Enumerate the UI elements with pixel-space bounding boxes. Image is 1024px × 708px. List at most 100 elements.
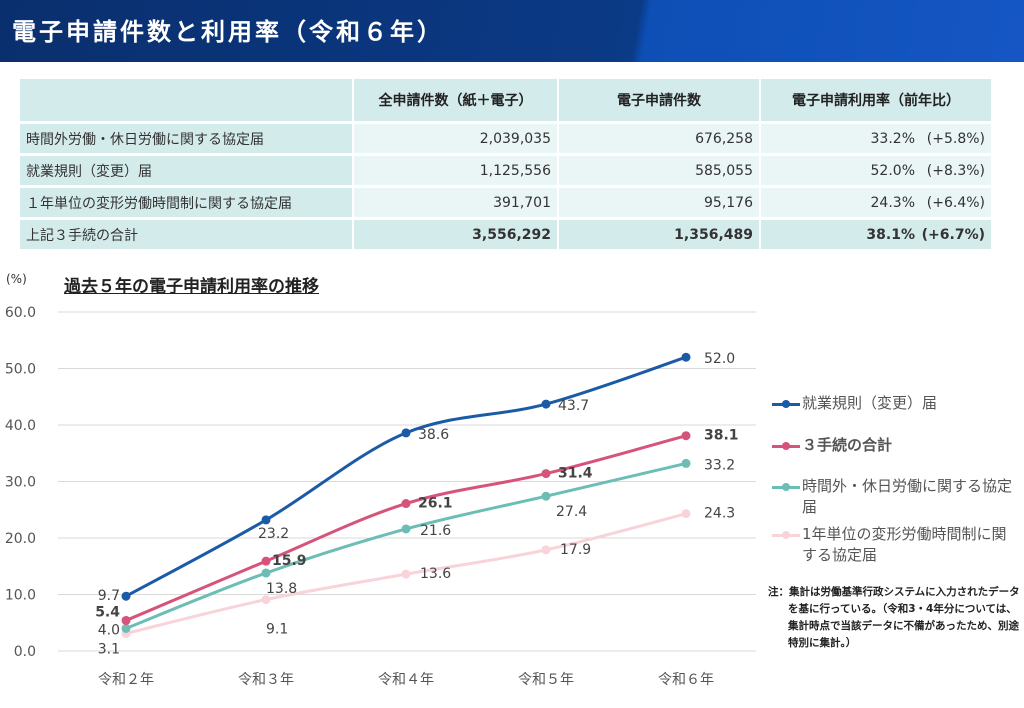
data-point: [681, 431, 691, 441]
legend-label: ３手続の合計: [802, 436, 893, 454]
data-point: [681, 509, 691, 519]
total-count: 2,039,035: [354, 124, 557, 153]
legend-swatch: [772, 400, 800, 408]
total-count: 1,125,556: [354, 156, 557, 185]
rate: 24.3%: [870, 194, 915, 211]
electronic-count: 676,258: [559, 124, 759, 153]
rate-cell: 52.0% (+8.3%): [761, 156, 991, 185]
electronic-count: 95,176: [559, 188, 759, 217]
data-point: [401, 569, 411, 579]
data-label: 9.7: [98, 588, 120, 604]
summary-table: 全申請件数（紙＋電子） 電子申請件数 電子申請利用率（前年比） 時間外労働・休日…: [18, 76, 993, 252]
rate: 33.2%: [870, 130, 915, 147]
series-line: [125, 461, 687, 630]
rate-cell: 33.2% (+5.8%): [761, 124, 991, 153]
data-label: 5.4: [95, 604, 120, 620]
data-label: 17.9: [560, 542, 591, 558]
row-label: 時間外労働・休日労働に関する協定届: [20, 124, 352, 153]
x-tick-label: 令和２年: [98, 672, 154, 688]
y-tick-label: 40.0: [5, 418, 36, 434]
legend-marker: [782, 400, 790, 408]
data-label: 21.6: [420, 523, 451, 539]
legend-label: 1年単位の変形労働時間制に関する協定届: [802, 525, 1007, 564]
row-label: 就業規則（変更）届: [20, 156, 352, 185]
data-point: [681, 352, 691, 362]
legend-item: ３手続の合計: [772, 435, 1017, 456]
y-tick-label: 20.0: [5, 531, 36, 547]
legend-marker: [782, 483, 790, 491]
table-row-total: 上記３手続の合計 3,556,292 1,356,489 38.1% (+6.7%…: [20, 220, 991, 249]
data-label: 27.4: [556, 504, 587, 520]
y-tick-label: 30.0: [5, 475, 36, 491]
data-point: [121, 591, 131, 601]
data-point: [541, 545, 551, 555]
legend-label: 時間外・休日労働に関する協定届: [802, 477, 1013, 516]
x-tick-label: 令和６年: [658, 672, 714, 688]
data-point: [541, 469, 551, 479]
y-tick-label: 60.0: [5, 305, 36, 321]
data-label: 15.9: [272, 553, 307, 569]
rate-cell: 38.1% (+6.7%): [761, 220, 991, 249]
data-point: [541, 491, 551, 501]
table-row: 時間外労働・休日労働に関する協定届 2,039,035 676,258 33.2…: [20, 124, 991, 153]
data-point: [401, 524, 411, 534]
legend-swatch: [772, 483, 800, 491]
data-point: [121, 615, 131, 625]
data-label: 33.2: [704, 457, 735, 473]
y-tick-label: 50.0: [5, 362, 36, 378]
table-row: １年単位の変形労働時間制に関する協定届 391,701 95,176 24.3%…: [20, 188, 991, 217]
total-count: 391,701: [354, 188, 557, 217]
header-cell: 全申請件数（紙＋電子）: [354, 79, 557, 121]
electronic-count: 1,356,489: [559, 220, 759, 249]
data-point: [261, 556, 271, 566]
data-label: 26.1: [418, 496, 453, 512]
data-point: [401, 499, 411, 509]
chart-title: 過去５年の電子申請利用率の推移: [64, 277, 319, 297]
data-label: 4.0: [98, 622, 120, 638]
header-cell: 電子申請利用率（前年比）: [761, 79, 991, 121]
data-point: [541, 399, 551, 409]
y-axis-unit: (%): [6, 272, 27, 286]
data-label: 52.0: [704, 351, 735, 367]
rate-change: (+6.7%): [921, 226, 985, 243]
x-tick-label: 令和４年: [378, 672, 434, 688]
total-count: 3,556,292: [354, 220, 557, 249]
legend-swatch: [772, 531, 800, 539]
legend-swatch: [772, 442, 800, 450]
data-point: [401, 428, 411, 438]
series-line: [125, 355, 687, 598]
rate-change: (+5.8%): [926, 130, 985, 147]
legend-label: 就業規則（変更）届: [802, 394, 938, 412]
data-label: 43.7: [558, 398, 589, 414]
table-header: 全申請件数（紙＋電子） 電子申請件数 電子申請利用率（前年比）: [20, 79, 991, 121]
data-label: 31.4: [558, 466, 593, 482]
data-label: 13.8: [266, 581, 297, 597]
x-tick-label: 令和３年: [238, 672, 294, 688]
data-label: 13.6: [420, 566, 451, 582]
header-cell: 電子申請件数: [559, 79, 759, 121]
y-tick-label: 10.0: [5, 588, 36, 604]
data-label: 9.1: [266, 622, 288, 638]
rate-change: (+6.4%): [926, 194, 985, 211]
x-tick-label: 令和５年: [518, 672, 574, 688]
y-tick-label: 0.0: [14, 644, 36, 660]
row-label: １年単位の変形労働時間制に関する協定届: [20, 188, 352, 217]
legend-item: 就業規則（変更）届: [772, 393, 1017, 414]
title-banner: 電子申請件数と利用率（令和６年）: [0, 0, 1024, 62]
data-point: [261, 595, 271, 605]
legend-marker: [782, 442, 790, 450]
rate: 38.1%: [866, 226, 915, 243]
data-point: [681, 458, 691, 468]
data-label: 23.2: [258, 526, 289, 542]
data-point: [121, 623, 131, 633]
data-label: 38.6: [418, 427, 449, 443]
electronic-count: 585,055: [559, 156, 759, 185]
data-point: [261, 568, 271, 578]
data-label: 24.3: [704, 506, 735, 522]
legend-item: 1年単位の変形労働時間制に関する協定届: [772, 524, 1017, 566]
data-label: 38.1: [704, 428, 739, 444]
data-point: [261, 515, 271, 525]
row-label: 上記３手続の合計: [20, 220, 352, 249]
rate: 52.0%: [870, 162, 915, 179]
